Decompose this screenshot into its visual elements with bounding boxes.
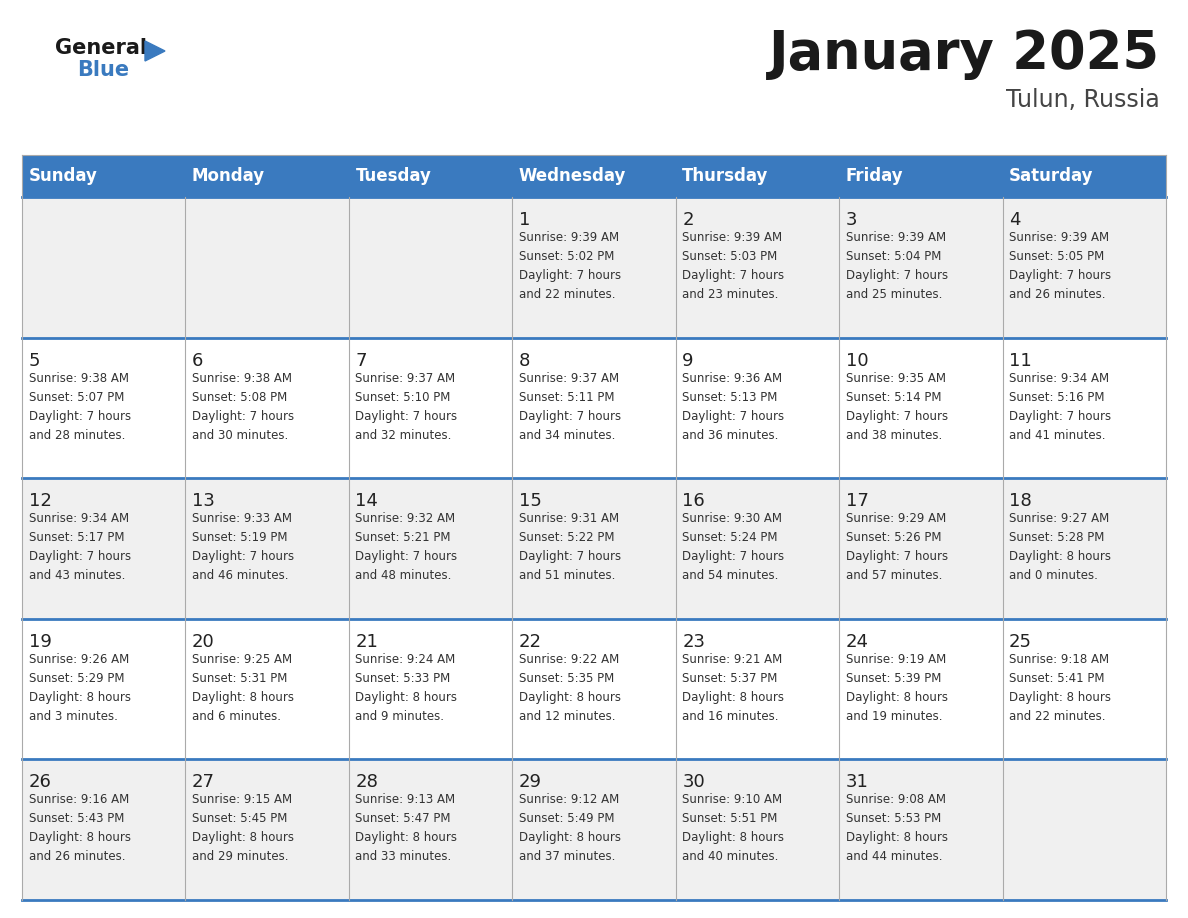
Text: 25: 25 [1009,633,1032,651]
Text: 24: 24 [846,633,868,651]
Text: Sunrise: 9:19 AM
Sunset: 5:39 PM
Daylight: 8 hours
and 19 minutes.: Sunrise: 9:19 AM Sunset: 5:39 PM Dayligh… [846,653,948,722]
Text: Sunrise: 9:32 AM
Sunset: 5:21 PM
Daylight: 7 hours
and 48 minutes.: Sunrise: 9:32 AM Sunset: 5:21 PM Dayligh… [355,512,457,582]
Text: Sunrise: 9:27 AM
Sunset: 5:28 PM
Daylight: 8 hours
and 0 minutes.: Sunrise: 9:27 AM Sunset: 5:28 PM Dayligh… [1009,512,1111,582]
Bar [23,338,1165,478]
Text: 15: 15 [519,492,542,510]
Text: 7: 7 [355,352,367,370]
Text: Saturday: Saturday [1009,167,1094,185]
Text: 22: 22 [519,633,542,651]
Text: Sunday: Sunday [29,167,97,185]
Bar [23,478,1165,619]
Text: Sunrise: 9:37 AM
Sunset: 5:11 PM
Daylight: 7 hours
and 34 minutes.: Sunrise: 9:37 AM Sunset: 5:11 PM Dayligh… [519,372,621,442]
Text: Sunrise: 9:33 AM
Sunset: 5:19 PM
Daylight: 7 hours
and 46 minutes.: Sunrise: 9:33 AM Sunset: 5:19 PM Dayligh… [192,512,295,582]
Text: 28: 28 [355,773,378,791]
Text: Sunrise: 9:13 AM
Sunset: 5:47 PM
Daylight: 8 hours
and 33 minutes.: Sunrise: 9:13 AM Sunset: 5:47 PM Dayligh… [355,793,457,864]
Text: 27: 27 [192,773,215,791]
Text: Sunrise: 9:38 AM
Sunset: 5:08 PM
Daylight: 7 hours
and 30 minutes.: Sunrise: 9:38 AM Sunset: 5:08 PM Dayligh… [192,372,295,442]
Text: 5: 5 [29,352,40,370]
Text: Sunrise: 9:26 AM
Sunset: 5:29 PM
Daylight: 8 hours
and 3 minutes.: Sunrise: 9:26 AM Sunset: 5:29 PM Dayligh… [29,653,131,722]
Text: 23: 23 [682,633,706,651]
Text: Tulun, Russia: Tulun, Russia [1006,88,1159,112]
Bar [23,759,1165,900]
Text: Sunrise: 9:39 AM
Sunset: 5:04 PM
Daylight: 7 hours
and 25 minutes.: Sunrise: 9:39 AM Sunset: 5:04 PM Dayligh… [846,231,948,301]
Text: 8: 8 [519,352,530,370]
Text: Blue: Blue [77,60,129,80]
Text: General: General [55,38,147,58]
Text: Sunrise: 9:21 AM
Sunset: 5:37 PM
Daylight: 8 hours
and 16 minutes.: Sunrise: 9:21 AM Sunset: 5:37 PM Dayligh… [682,653,784,722]
Text: 6: 6 [192,352,203,370]
Text: 4: 4 [1009,211,1020,229]
Text: 21: 21 [355,633,378,651]
Text: Sunrise: 9:08 AM
Sunset: 5:53 PM
Daylight: 8 hours
and 44 minutes.: Sunrise: 9:08 AM Sunset: 5:53 PM Dayligh… [846,793,948,864]
Text: Sunrise: 9:39 AM
Sunset: 5:02 PM
Daylight: 7 hours
and 22 minutes.: Sunrise: 9:39 AM Sunset: 5:02 PM Dayligh… [519,231,621,301]
Text: 19: 19 [29,633,51,651]
Text: Sunrise: 9:31 AM
Sunset: 5:22 PM
Daylight: 7 hours
and 51 minutes.: Sunrise: 9:31 AM Sunset: 5:22 PM Dayligh… [519,512,621,582]
Text: 26: 26 [29,773,51,791]
Text: Sunrise: 9:15 AM
Sunset: 5:45 PM
Daylight: 8 hours
and 29 minutes.: Sunrise: 9:15 AM Sunset: 5:45 PM Dayligh… [192,793,293,864]
Text: Sunrise: 9:12 AM
Sunset: 5:49 PM
Daylight: 8 hours
and 37 minutes.: Sunrise: 9:12 AM Sunset: 5:49 PM Dayligh… [519,793,621,864]
Text: Sunrise: 9:18 AM
Sunset: 5:41 PM
Daylight: 8 hours
and 22 minutes.: Sunrise: 9:18 AM Sunset: 5:41 PM Dayligh… [1009,653,1111,722]
Text: Thursday: Thursday [682,167,769,185]
Text: Sunrise: 9:16 AM
Sunset: 5:43 PM
Daylight: 8 hours
and 26 minutes.: Sunrise: 9:16 AM Sunset: 5:43 PM Dayligh… [29,793,131,864]
Text: Sunrise: 9:35 AM
Sunset: 5:14 PM
Daylight: 7 hours
and 38 minutes.: Sunrise: 9:35 AM Sunset: 5:14 PM Dayligh… [846,372,948,442]
Text: Sunrise: 9:39 AM
Sunset: 5:05 PM
Daylight: 7 hours
and 26 minutes.: Sunrise: 9:39 AM Sunset: 5:05 PM Dayligh… [1009,231,1111,301]
Text: 12: 12 [29,492,51,510]
Text: Sunrise: 9:37 AM
Sunset: 5:10 PM
Daylight: 7 hours
and 32 minutes.: Sunrise: 9:37 AM Sunset: 5:10 PM Dayligh… [355,372,457,442]
Text: 10: 10 [846,352,868,370]
Text: 20: 20 [192,633,215,651]
Text: 17: 17 [846,492,868,510]
Bar [23,619,1165,759]
Text: Sunrise: 9:36 AM
Sunset: 5:13 PM
Daylight: 7 hours
and 36 minutes.: Sunrise: 9:36 AM Sunset: 5:13 PM Dayligh… [682,372,784,442]
Text: Wednesday: Wednesday [519,167,626,185]
Text: Monday: Monday [192,167,265,185]
Text: Sunrise: 9:30 AM
Sunset: 5:24 PM
Daylight: 7 hours
and 54 minutes.: Sunrise: 9:30 AM Sunset: 5:24 PM Dayligh… [682,512,784,582]
Text: Sunrise: 9:22 AM
Sunset: 5:35 PM
Daylight: 8 hours
and 12 minutes.: Sunrise: 9:22 AM Sunset: 5:35 PM Dayligh… [519,653,621,722]
Text: Sunrise: 9:38 AM
Sunset: 5:07 PM
Daylight: 7 hours
and 28 minutes.: Sunrise: 9:38 AM Sunset: 5:07 PM Dayligh… [29,372,131,442]
Text: 31: 31 [846,773,868,791]
Text: 3: 3 [846,211,858,229]
Text: Sunrise: 9:29 AM
Sunset: 5:26 PM
Daylight: 7 hours
and 57 minutes.: Sunrise: 9:29 AM Sunset: 5:26 PM Dayligh… [846,512,948,582]
Text: Sunrise: 9:34 AM
Sunset: 5:16 PM
Daylight: 7 hours
and 41 minutes.: Sunrise: 9:34 AM Sunset: 5:16 PM Dayligh… [1009,372,1111,442]
Text: 29: 29 [519,773,542,791]
Text: Sunrise: 9:39 AM
Sunset: 5:03 PM
Daylight: 7 hours
and 23 minutes.: Sunrise: 9:39 AM Sunset: 5:03 PM Dayligh… [682,231,784,301]
Text: 13: 13 [192,492,215,510]
Text: Sunrise: 9:10 AM
Sunset: 5:51 PM
Daylight: 8 hours
and 40 minutes.: Sunrise: 9:10 AM Sunset: 5:51 PM Dayligh… [682,793,784,864]
Text: Friday: Friday [846,167,903,185]
Text: January 2025: January 2025 [769,28,1159,80]
Text: 2: 2 [682,211,694,229]
Text: Sunrise: 9:24 AM
Sunset: 5:33 PM
Daylight: 8 hours
and 9 minutes.: Sunrise: 9:24 AM Sunset: 5:33 PM Dayligh… [355,653,457,722]
Bar [23,155,1165,197]
Text: Tuesday: Tuesday [355,167,431,185]
Text: Sunrise: 9:25 AM
Sunset: 5:31 PM
Daylight: 8 hours
and 6 minutes.: Sunrise: 9:25 AM Sunset: 5:31 PM Dayligh… [192,653,293,722]
Text: 1: 1 [519,211,530,229]
Text: 18: 18 [1009,492,1032,510]
Text: 16: 16 [682,492,704,510]
Text: 30: 30 [682,773,704,791]
Text: 14: 14 [355,492,378,510]
Text: 9: 9 [682,352,694,370]
Text: 11: 11 [1009,352,1032,370]
Polygon shape [145,41,165,61]
Text: Sunrise: 9:34 AM
Sunset: 5:17 PM
Daylight: 7 hours
and 43 minutes.: Sunrise: 9:34 AM Sunset: 5:17 PM Dayligh… [29,512,131,582]
Bar [23,197,1165,338]
